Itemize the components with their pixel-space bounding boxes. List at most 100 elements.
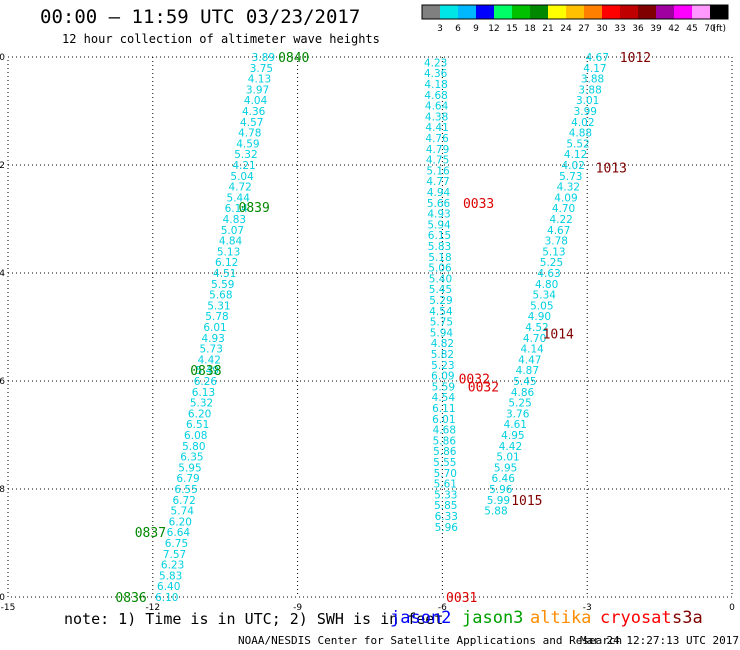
wave-height-label: 4.77 xyxy=(426,176,449,188)
wave-height-label: 4.23 xyxy=(424,57,447,69)
wave-height-label: 5.32 xyxy=(234,149,257,161)
wave-height-label: 6.01 xyxy=(432,414,455,426)
colorbar-swatch xyxy=(494,5,512,19)
wave-height-label: 4.41 xyxy=(425,122,448,134)
colorbar-label: 12 xyxy=(488,24,499,34)
wave-height-label: 5.13 xyxy=(542,246,565,258)
wave-height-label: 4.51 xyxy=(213,268,236,280)
wave-height-label: 3.88 xyxy=(581,74,604,86)
wave-height-label: 4.22 xyxy=(549,214,572,226)
legend-item-cryosat: cryosat xyxy=(600,608,672,628)
wave-height-label: 4.61 xyxy=(504,419,527,431)
wave-height-label: 5.94 xyxy=(430,327,454,339)
wave-height-label: 4.36 xyxy=(242,106,266,118)
wave-height-label: 4.02 xyxy=(562,160,585,172)
wave-height-label: 5.73 xyxy=(200,344,223,356)
wave-height-label: 4.17 xyxy=(583,63,606,75)
wave-height-label: 7.57 xyxy=(163,549,186,561)
wave-height-label: 5.83 xyxy=(159,570,182,582)
colorbar-swatch xyxy=(458,5,476,19)
wave-height-label: 6.20 xyxy=(188,408,211,420)
wave-height-label: 5.25 xyxy=(508,398,531,410)
generated-timestamp: Mar 24 12:27:13 UTC 2017 xyxy=(580,634,739,647)
wave-height-label: 4.78 xyxy=(238,128,261,140)
colorbar-label: 42 xyxy=(668,24,679,34)
wave-height-label: 6.26 xyxy=(194,376,218,388)
wave-height-label: 5.49 xyxy=(196,365,219,377)
wave-height-label: 4.02 xyxy=(571,117,594,129)
wave-height-label: 4.57 xyxy=(240,117,263,129)
wave-height-label: 5.88 xyxy=(484,506,507,518)
time-label: 0032 xyxy=(468,380,499,395)
wave-height-label: 4.63 xyxy=(537,268,560,280)
wave-height-label: 5.59 xyxy=(432,381,455,393)
wave-height-label: 4.90 xyxy=(528,311,551,323)
wave-height-label: 5.73 xyxy=(559,171,582,183)
wave-height-label: 4.04 xyxy=(244,95,268,107)
colorbar-swatch xyxy=(620,5,638,19)
wave-height-label: 5.34 xyxy=(533,290,557,302)
y-tick-label: 0 xyxy=(0,53,5,63)
colorbar-label: 70 xyxy=(704,24,716,34)
wave-height-label: 4.14 xyxy=(520,344,544,356)
colorbar-label: 33 xyxy=(614,24,625,34)
wave-height-label: 5.83 xyxy=(428,241,451,253)
wave-height-label: 5.85 xyxy=(434,500,457,512)
wave-height-label: 5.31 xyxy=(207,300,230,312)
colorbar-border xyxy=(421,4,729,20)
wave-height-label: 5.95 xyxy=(494,462,517,474)
legend-item-jason3: jason3 xyxy=(462,608,524,628)
time-label: 0840 xyxy=(278,51,309,66)
wave-height-label: 5.94 xyxy=(427,219,451,231)
colorbar: 3 6 9 12 15 18 21 24 27 30 33 36 39 42 45 70(ft) xyxy=(421,4,729,34)
wave-height-label: 3.75 xyxy=(250,63,273,75)
wave-height-label: 4.86 xyxy=(511,387,535,399)
wave-height-label: 6.11 xyxy=(432,403,455,415)
time-label: 1015 xyxy=(511,494,542,509)
time-label: 0836 xyxy=(115,591,146,606)
colorbar-label: 36 xyxy=(632,24,644,34)
time-label: 0839 xyxy=(239,201,270,216)
x-tick-label: -6 xyxy=(438,603,447,613)
wave-height-label: 4.93 xyxy=(427,209,450,221)
wave-height-label: 4.88 xyxy=(569,128,592,140)
wave-height-label: 4.68 xyxy=(424,90,447,102)
axis-ticks: -15 -12 -9 -6 -3 0 0 -2 -4 -6 -8 -10 xyxy=(0,53,735,613)
wave-height-label: 3.78 xyxy=(545,236,568,248)
wave-height-label: 5.59 xyxy=(211,279,234,291)
colorbar-unit: (ft) xyxy=(712,24,726,34)
colorbar-swatch xyxy=(530,5,548,19)
wave-height-label: 5.01 xyxy=(496,452,519,464)
wave-height-label: 6.72 xyxy=(172,495,195,507)
wave-height-label: 6.40 xyxy=(157,581,180,593)
wave-height-label: 5.75 xyxy=(430,317,453,329)
wave-height-label: 4.76 xyxy=(425,133,449,145)
wave-height-label: 5.52 xyxy=(566,138,589,150)
wave-height-label: 4.32 xyxy=(557,182,580,194)
wave-height-label: 6.33 xyxy=(435,511,458,523)
wave-height-label: 6.55 xyxy=(174,484,197,496)
footer-note: note: 1) Time is in UTC; 2) SWH is in fe… xyxy=(64,610,444,628)
wave-height-label: 4.84 xyxy=(219,236,243,248)
wave-height-label: 6.14 xyxy=(225,203,249,215)
wave-height-label: 6.13 xyxy=(192,387,215,399)
colorbar-swatch xyxy=(566,5,584,19)
wave-height-label: 6.75 xyxy=(165,538,188,550)
colorbar-swatch xyxy=(512,5,530,19)
track-cryosat: 4.234.364.184.684.644.384.414.764.794.75… xyxy=(424,57,499,606)
x-tick-label: -3 xyxy=(583,603,592,613)
wave-height-label: 6.23 xyxy=(161,560,184,572)
wave-height-label: 4.59 xyxy=(236,138,259,150)
colorbar-label: 27 xyxy=(578,24,589,34)
wave-height-label: 5.96 xyxy=(489,484,513,496)
wave-height-label: 4.70 xyxy=(552,203,575,215)
wave-height-label: 4.68 xyxy=(433,425,456,437)
wave-height-label: 4.75 xyxy=(426,155,449,167)
x-tick-label: -9 xyxy=(293,603,302,613)
wave-height-label: 5.06 xyxy=(428,263,452,275)
y-tick-label: -2 xyxy=(0,161,5,171)
colorbar-swatch xyxy=(584,5,602,19)
colorbar-label: 9 xyxy=(473,24,479,34)
wave-height-label: 6.15 xyxy=(428,230,451,242)
